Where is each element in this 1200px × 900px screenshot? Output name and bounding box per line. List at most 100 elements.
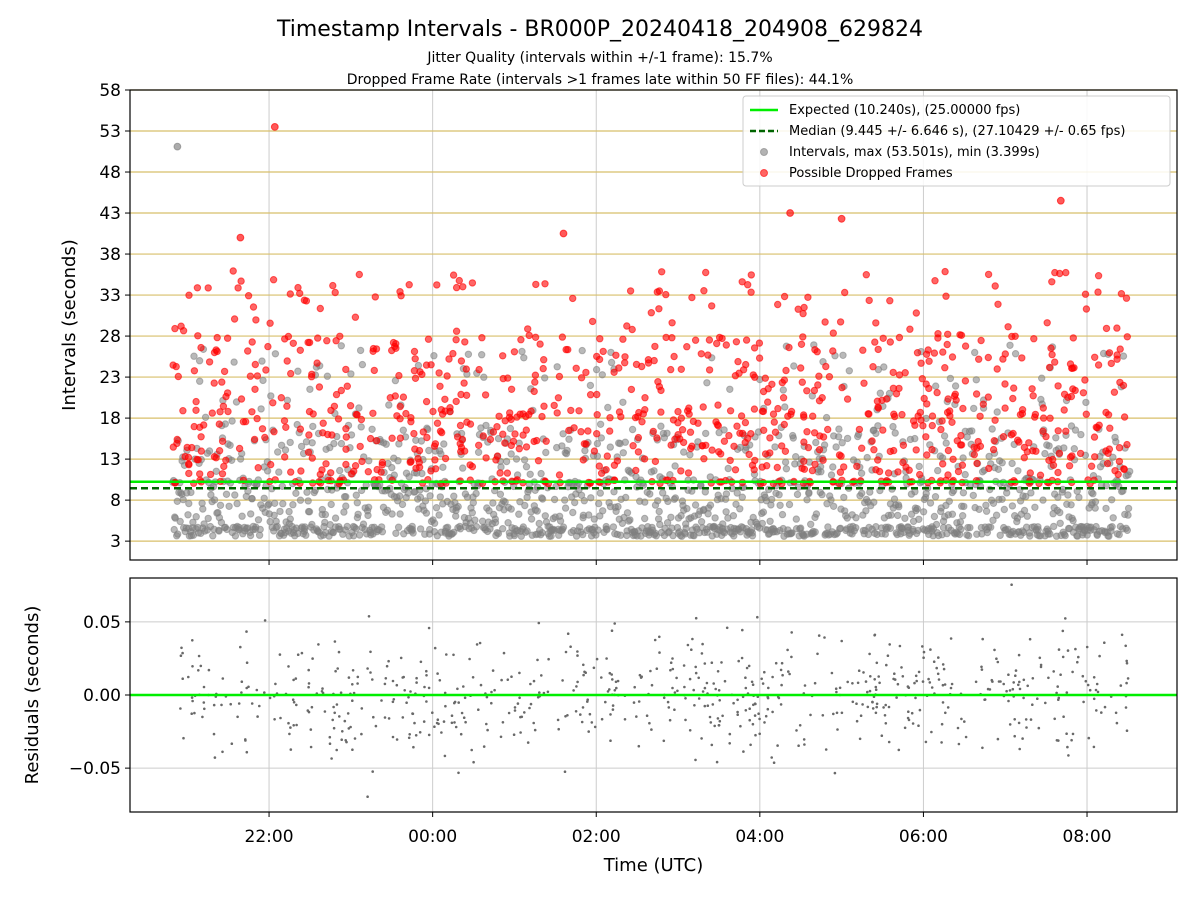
residual-point — [824, 748, 828, 751]
dropped-frame-point — [407, 414, 415, 422]
interval-point — [975, 505, 983, 513]
residual-point — [949, 686, 953, 690]
interval-point — [216, 501, 225, 509]
dropped-frame-point — [1045, 456, 1053, 464]
residual-point — [244, 739, 247, 742]
dropped-frame-point — [1111, 467, 1119, 475]
x-axis-label: Time (UTC) — [603, 855, 704, 876]
dropped-frame-point — [481, 391, 490, 399]
interval-point — [686, 451, 694, 459]
dropped-frame-point — [1054, 382, 1062, 390]
interval-point — [1022, 492, 1030, 501]
interval-point — [596, 420, 605, 428]
residual-point — [520, 715, 524, 719]
dropped-frame-point — [1113, 355, 1121, 363]
residual-point — [655, 667, 659, 670]
dropped-frame-point — [626, 287, 635, 295]
dropped-frame-point — [346, 402, 355, 410]
dropped-frame-point — [550, 401, 558, 410]
residual-point — [1125, 729, 1129, 732]
residual-point — [859, 714, 863, 717]
interval-point — [489, 499, 497, 507]
residual-point — [229, 702, 232, 706]
dropped-frame-point — [429, 407, 437, 416]
interval-point — [349, 532, 358, 540]
interval-point — [857, 469, 866, 477]
residual-point — [1007, 673, 1010, 676]
residual-point — [576, 654, 579, 657]
residual-point — [1115, 721, 1119, 725]
dropped-frame-point — [928, 421, 936, 430]
dropped-frame-point — [931, 277, 939, 285]
residual-point — [736, 710, 739, 714]
residual-point — [739, 724, 742, 728]
residual-point — [518, 671, 521, 675]
residual-point — [593, 725, 597, 729]
interval-point — [827, 496, 835, 504]
residual-point — [516, 702, 520, 705]
dropped-frame-point — [875, 467, 884, 476]
dropped-frame-point — [774, 300, 782, 309]
dropped-frame-point — [1115, 444, 1124, 452]
dropped-frame-point — [517, 336, 525, 344]
dropped-frame-point — [1082, 305, 1091, 313]
dropped-frame-point — [898, 410, 906, 419]
residual-point — [671, 686, 674, 690]
interval-point — [598, 371, 606, 379]
interval-point — [702, 429, 710, 438]
dropped-frame-point — [797, 340, 806, 348]
interval-point — [932, 520, 941, 529]
residual-point — [957, 742, 961, 746]
dropped-frame-point — [405, 281, 413, 289]
dropped-frame-point — [461, 338, 469, 346]
residual-point — [512, 733, 516, 736]
interval-point — [225, 502, 233, 510]
dropped-frame-point — [457, 390, 465, 399]
dropped-frame-point — [412, 464, 420, 472]
residual-point — [454, 725, 458, 729]
dropped-frame-point — [499, 352, 507, 360]
interval-point — [337, 342, 345, 350]
dropped-frame-point — [667, 365, 675, 374]
residual-point — [295, 723, 298, 727]
residual-point — [946, 706, 950, 709]
residual-point — [693, 704, 696, 707]
residual-point — [941, 663, 945, 666]
dropped-frame-point — [760, 426, 768, 434]
dropped-frame-point — [684, 469, 693, 477]
interval-point — [778, 510, 787, 519]
interval-point — [895, 503, 903, 511]
interval-point — [901, 514, 909, 522]
residual-point — [423, 685, 426, 689]
dropped-frame-point — [1028, 385, 1036, 393]
interval-point — [1112, 438, 1120, 446]
residual-point — [343, 719, 347, 723]
interval-point — [496, 490, 505, 498]
interval-point — [352, 491, 360, 499]
interval-point — [771, 443, 779, 451]
interval-point — [876, 389, 884, 397]
residual-point — [510, 675, 513, 678]
dropped-frame-point — [462, 365, 470, 373]
interval-point — [521, 501, 529, 510]
residual-point — [366, 795, 369, 798]
dropped-frame-point — [1026, 469, 1035, 477]
dropped-frame-point — [441, 407, 449, 415]
dropped-frame-point — [567, 406, 575, 415]
residual-point — [686, 643, 690, 647]
dropped-frame-point — [810, 429, 819, 437]
residual-point — [212, 703, 216, 707]
dropped-frame-point — [1117, 290, 1126, 298]
dropped-frame-point — [415, 446, 424, 455]
interval-point — [989, 499, 998, 507]
dropped-frame-point — [1106, 424, 1114, 432]
residual-point — [307, 682, 311, 685]
residual-point — [310, 705, 314, 709]
residual-point — [306, 709, 310, 712]
dropped-frame-point — [190, 422, 198, 431]
dropped-frame-point — [427, 361, 435, 369]
dropped-frame-point — [419, 428, 427, 436]
residual-point — [611, 708, 615, 711]
dropped-frame-point — [553, 409, 561, 417]
